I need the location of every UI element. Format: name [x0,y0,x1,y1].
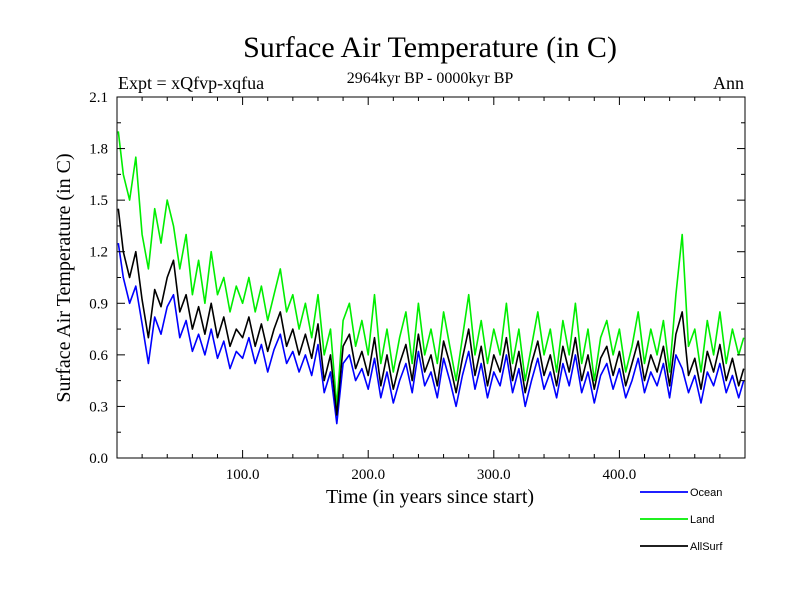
season-label: Ann [713,73,744,93]
y-tick-label: 0.3 [89,399,108,415]
y-axis-ticks: 0.0 0.3 0.6 0.9 1.2 1.5 1.8 2.1 [89,90,745,467]
y-tick-label: 0.0 [89,451,108,467]
x-tick-label: 100.0 [226,467,260,483]
x-axis-label: Time (in years since start) [326,486,534,508]
y-tick-label: 0.9 [89,296,108,312]
plot-frame [116,96,746,459]
x-axis-ticks: 100.0 200.0 300.0 400.0 [141,97,721,483]
legend: Ocean Land AllSurf [640,487,723,553]
legend-label-ocean: Ocean [690,487,722,499]
experiment-label: Expt = xQfvp-xqfua [118,73,264,93]
series-line-ocean [117,242,745,425]
series-line-allsurf [117,208,745,416]
y-tick-label: 1.5 [89,193,108,209]
x-tick-label: 200.0 [351,467,385,483]
y-tick-label: 1.2 [89,245,108,261]
y-tick-label: 0.6 [89,348,108,364]
series-layer [117,131,745,425]
y-tick-label: 2.1 [89,90,108,106]
chart-title: Surface Air Temperature (in C) [243,31,617,64]
y-tick-label: 1.8 [89,142,108,158]
legend-label-allsurf: AllSurf [690,541,723,553]
x-tick-label: 400.0 [603,467,637,483]
chart-subtitle: 2964kyr BP - 0000kyr BP [347,70,514,87]
plot-area: 100.0 200.0 300.0 400.0 0.0 0.3 0.6 0.9 1.2 1.5 1… [89,90,746,483]
series-line-land [117,131,745,408]
x-tick-label: 300.0 [477,467,511,483]
legend-label-land: Land [690,514,714,526]
y-axis-label: Surface Air Temperature (in C) [53,153,75,402]
